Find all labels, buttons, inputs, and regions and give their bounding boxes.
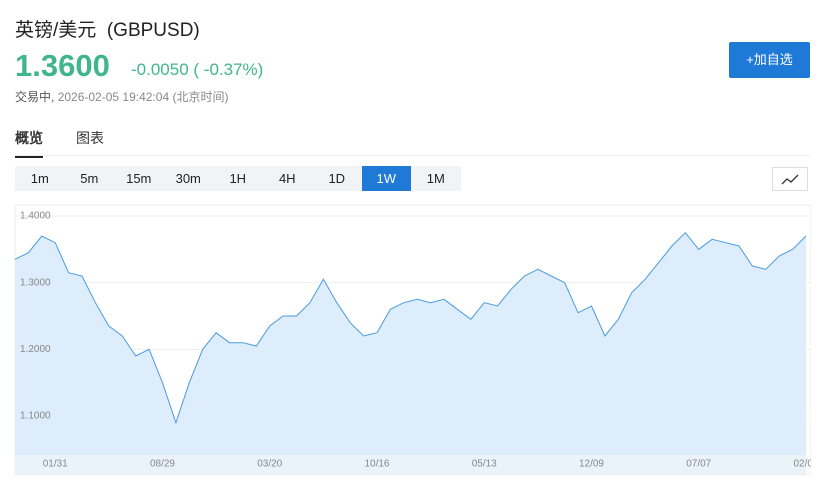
interval-button[interactable]: 5m <box>80 171 99 186</box>
x-tick-label: 05/13 <box>472 459 497 470</box>
line <box>14 231 807 425</box>
tab[interactable]: 图表 <box>76 130 104 146</box>
tab[interactable]: 概览 <box>15 128 43 158</box>
x-tick-label: 03/20 <box>257 459 282 470</box>
change-abs: -0.0050 <box>131 60 189 79</box>
y-tick-label: 1.4000 <box>20 211 51 222</box>
x-tick-label: 07/07 <box>686 459 711 470</box>
x-tick-label: 12/09 <box>579 459 604 470</box>
price: 1.3600 <box>15 48 110 83</box>
chart: 1.1000 1.2000 1.3000 1.4000 01/31 08/29 03/20 1… <box>14 204 811 476</box>
chart-type-icon <box>781 174 799 185</box>
interval-button[interactable]: 4H <box>278 171 296 186</box>
pair-name: 英镑/美元 <box>15 20 97 41</box>
status: 交易中, 2026-02-05 19:42:04 (北京时间) <box>15 88 228 105</box>
area <box>15 232 806 475</box>
x-axis-band <box>15 455 811 475</box>
tabs: 概览 图表 <box>15 128 137 158</box>
x-tick-label: 10/16 <box>364 459 389 470</box>
interval-button[interactable]: 1W <box>361 166 411 191</box>
interval-button[interactable]: 30m <box>175 171 201 186</box>
interval-button[interactable]: 15m <box>126 171 152 186</box>
x-tick-label: 08/29 <box>150 459 175 470</box>
status-text: 交易中, <box>15 90 55 104</box>
interval-button[interactable]: 1M <box>426 171 445 186</box>
y-tick-label: 1.3000 <box>20 277 51 288</box>
y-tick-label: 1.1000 <box>20 411 51 422</box>
x-tick-label: 02/05 <box>793 459 811 470</box>
timezone: (北京时间) <box>172 90 229 104</box>
add-button[interactable]: +加自选 <box>729 42 810 78</box>
interval-button[interactable]: 1H <box>229 171 247 186</box>
interval-bar: 1m 5m 15m 30m 1H 4H 1D 1W 1M <box>15 166 461 191</box>
time: 2026-02-05 19:42:04 <box>57 90 170 104</box>
chart-type-button[interactable] <box>772 167 808 191</box>
change-pct: ( -0.37%) <box>193 60 264 79</box>
interval-button[interactable]: 1D <box>328 171 346 186</box>
divider <box>15 155 810 156</box>
title: 英镑/美元 (GBPUSD) <box>15 15 200 42</box>
pair-code: (GBPUSD) <box>106 20 200 41</box>
y-tick-label: 1.2000 <box>20 344 51 355</box>
interval-button[interactable]: 1m <box>30 171 49 186</box>
change: -0.0050 ( -0.37%) <box>131 60 263 80</box>
x-tick-label: 01/31 <box>43 459 68 470</box>
